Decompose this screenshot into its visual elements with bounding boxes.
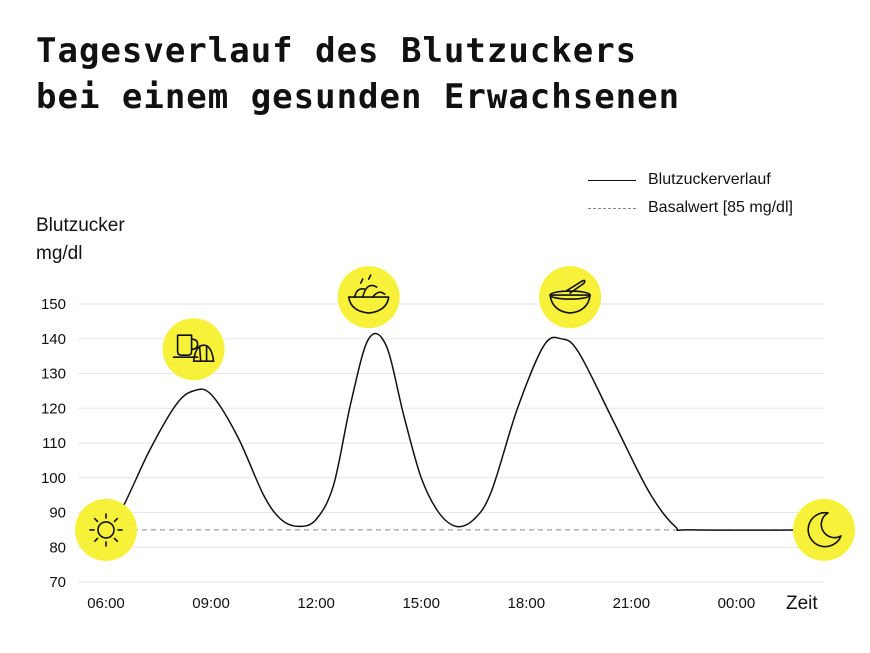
y-tick-label: 110 — [42, 435, 66, 452]
y-tick-label: 80 — [49, 539, 66, 556]
x-tick-label: 06:00 — [87, 595, 125, 612]
dinner-bowl-icon — [539, 266, 602, 329]
x-tick-label: 00:00 — [718, 595, 756, 612]
y-axis-label-line-2: mg/dl — [36, 243, 83, 264]
lunch-salad-icon — [337, 266, 400, 329]
legend-solid-line — [588, 179, 636, 181]
title-line-2: bei einem gesunden Erwachsenen — [36, 77, 681, 117]
legend: Blutzuckerverlauf Basalwert [85 mg/dl] — [588, 166, 793, 222]
x-tick-label: 21:00 — [613, 595, 651, 612]
y-tick-label: 100 — [41, 470, 66, 487]
legend-item-basal: Basalwert [85 mg/dl] — [588, 194, 793, 222]
blood-sugar-line — [105, 332, 825, 532]
breakfast-icon — [162, 318, 225, 381]
x-tick-label: 12:00 — [297, 595, 335, 612]
chart-title: Tagesverlauf des Blutzuckers bei einem g… — [36, 28, 680, 120]
legend-dashed-line — [588, 207, 636, 209]
x-tick-label: 09:00 — [192, 595, 230, 612]
legend-label-blood-sugar: Blutzuckerverlauf — [648, 171, 771, 188]
y-tick-label: 140 — [41, 331, 66, 348]
x-tick-label: 18:00 — [508, 595, 546, 612]
y-tick-label: 130 — [41, 366, 66, 383]
y-axis-label-line-1: Blutzucker — [36, 215, 125, 236]
y-tick-label: 70 — [49, 574, 66, 591]
legend-item-blood-sugar: Blutzuckerverlauf — [588, 166, 793, 194]
title-line-1: Tagesverlauf des Blutzuckers — [36, 31, 638, 71]
legend-label-basal: Basalwert [85 mg/dl] — [648, 199, 793, 216]
y-axis-label: Blutzucker mg/dl — [36, 212, 125, 268]
x-axis-label: Zeit — [786, 593, 818, 614]
y-tick-label: 90 — [49, 505, 66, 522]
y-tick-label: 120 — [41, 400, 66, 417]
sun-icon — [75, 498, 137, 561]
x-tick-label: 15:00 — [402, 595, 440, 612]
y-tick-label: 150 — [41, 296, 66, 313]
moon-icon — [793, 498, 855, 561]
